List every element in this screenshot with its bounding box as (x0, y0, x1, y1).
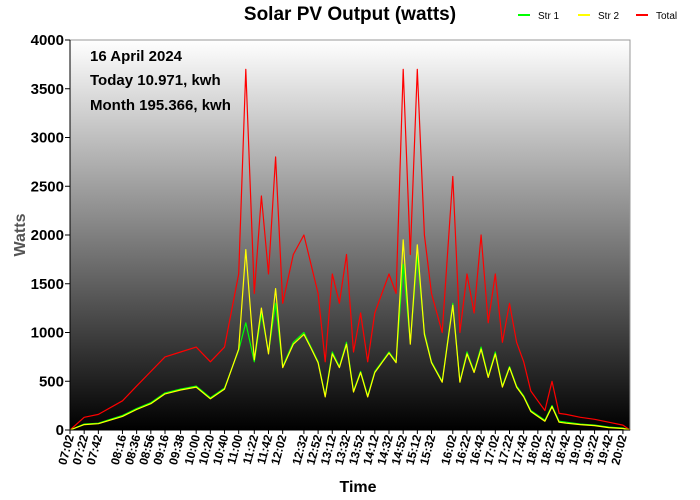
y-axis-label: Watts (12, 213, 29, 256)
annotation-today: Today 10.971, kwh (90, 72, 221, 89)
legend-label-str2: Str 2 (598, 11, 620, 22)
y-tick-label: 0 (56, 422, 64, 439)
y-tick-label: 4000 (31, 32, 64, 49)
legend-item-str1: Str 1 (518, 11, 560, 22)
x-axis-label: Time (339, 479, 376, 496)
y-tick-label: 1500 (31, 276, 64, 293)
legend-label-str1: Str 1 (538, 11, 560, 22)
annotation-date: 16 April 2024 (90, 48, 183, 65)
chart-title: Solar PV Output (watts) (244, 4, 456, 25)
legend-item-total: Total (636, 11, 677, 22)
y-tick-label: 3000 (31, 130, 64, 147)
y-tick-label: 1000 (31, 325, 64, 342)
legend-item-str2: Str 2 (578, 11, 620, 22)
legend: Str 1 Str 2 Total (518, 11, 677, 22)
y-tick-label: 2000 (31, 227, 64, 244)
y-tick-label: 500 (39, 373, 64, 390)
annotation-month: Month 195.366, kwh (90, 97, 231, 114)
series-line-str2 (69, 239, 631, 431)
series-lines (69, 68, 631, 431)
y-axis-ticks: 0 500 1000 1500 2000 2500 3000 3500 4000 (31, 32, 70, 439)
series-line-total (69, 68, 631, 431)
legend-label-total: Total (656, 11, 677, 22)
y-tick-label: 2500 (31, 178, 64, 195)
y-tick-label: 3500 (31, 81, 64, 98)
